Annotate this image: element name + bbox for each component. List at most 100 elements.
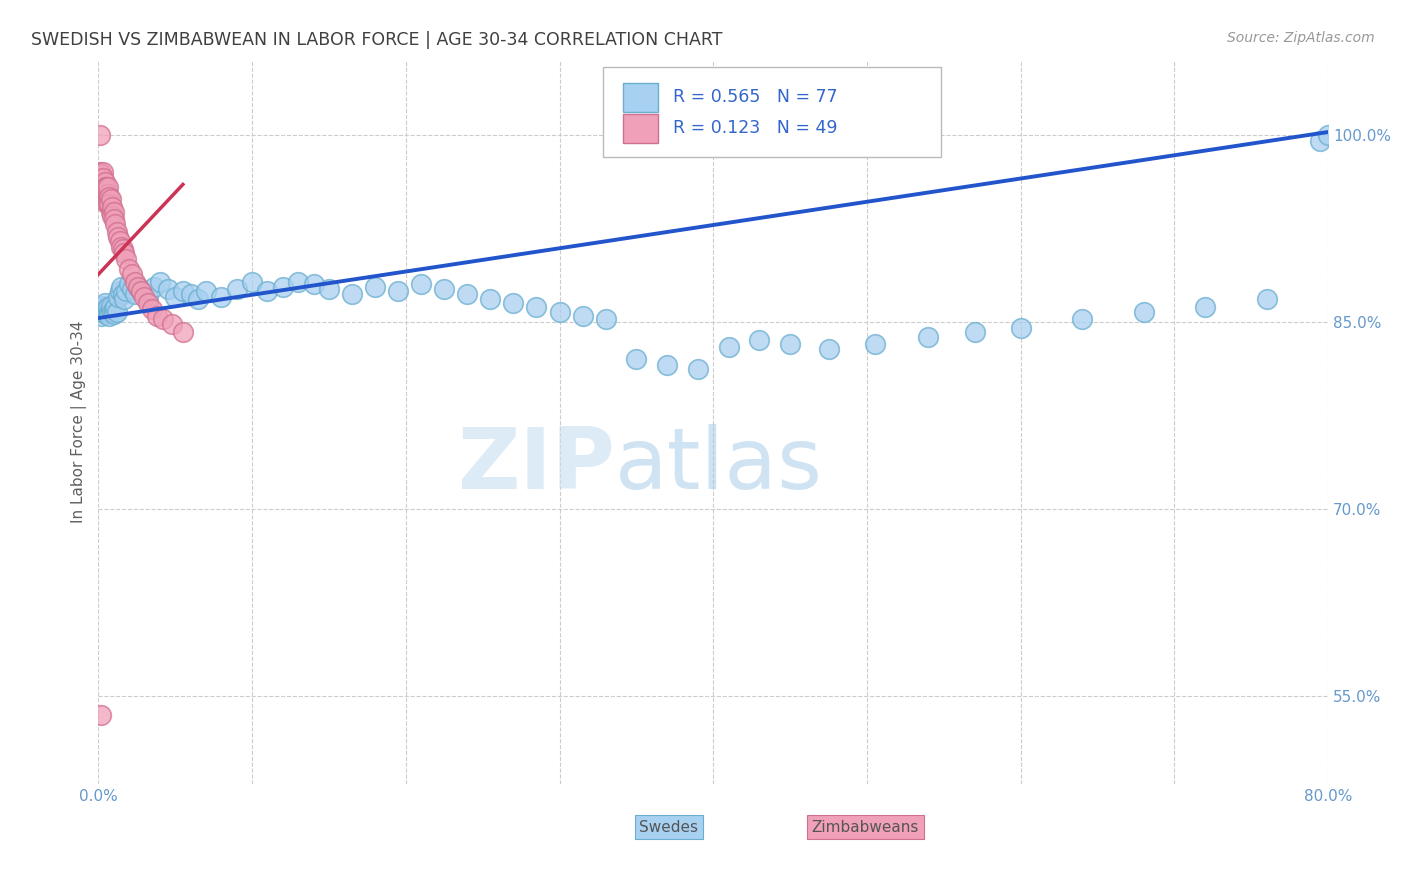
Point <box>118 262 141 277</box>
Point <box>271 280 294 294</box>
Point <box>152 312 174 326</box>
Point <box>90 708 112 723</box>
Point <box>97 300 120 314</box>
Point <box>94 187 117 202</box>
Point <box>101 200 124 214</box>
Point <box>91 171 114 186</box>
Point <box>89 165 111 179</box>
Point <box>90 300 112 314</box>
Point <box>93 306 115 320</box>
Point <box>479 293 502 307</box>
Point <box>110 240 132 254</box>
Point <box>136 296 159 310</box>
Point <box>626 352 648 367</box>
Text: R = 0.565   N = 77: R = 0.565 N = 77 <box>672 88 838 106</box>
Point <box>136 290 159 304</box>
Bar <box>623 84 658 112</box>
Point <box>115 252 138 267</box>
Point <box>209 290 232 304</box>
Text: atlas: atlas <box>614 424 823 507</box>
Point <box>1132 305 1154 319</box>
Point <box>91 184 114 198</box>
Point <box>502 296 524 310</box>
Point <box>101 209 124 223</box>
Point <box>105 225 128 239</box>
Text: ZIP: ZIP <box>457 424 614 507</box>
Point <box>686 362 709 376</box>
Point <box>108 284 131 298</box>
Point <box>101 305 124 319</box>
Y-axis label: In Labor Force | Age 30-34: In Labor Force | Age 30-34 <box>72 320 87 523</box>
Point <box>110 280 132 294</box>
Point <box>1256 293 1278 307</box>
Point <box>98 306 121 320</box>
Point <box>107 290 129 304</box>
Point <box>100 205 122 219</box>
Point <box>97 187 120 202</box>
Point <box>114 293 136 307</box>
Point <box>98 197 121 211</box>
Point <box>127 280 149 294</box>
Point <box>779 337 801 351</box>
Point <box>90 171 112 186</box>
Point <box>364 280 387 294</box>
Text: Swedes: Swedes <box>640 820 699 835</box>
Point <box>172 284 194 298</box>
Point <box>93 175 115 189</box>
Point <box>94 196 117 211</box>
Point <box>172 325 194 339</box>
Point <box>94 180 117 194</box>
Text: Zimbabweans: Zimbabweans <box>811 820 920 835</box>
Point <box>748 334 770 348</box>
Point <box>548 305 571 319</box>
Point <box>91 305 114 319</box>
Point <box>89 302 111 317</box>
Point <box>104 218 127 232</box>
Point <box>134 290 156 304</box>
Point <box>118 277 141 292</box>
Point <box>433 282 456 296</box>
Point <box>94 307 117 321</box>
Point <box>97 305 120 319</box>
Point <box>318 282 340 296</box>
Point <box>111 287 134 301</box>
Point <box>91 165 114 179</box>
Point <box>142 280 165 294</box>
Point <box>103 307 125 321</box>
Point <box>100 302 122 317</box>
Point <box>287 275 309 289</box>
FancyBboxPatch shape <box>603 67 941 157</box>
Point <box>89 128 111 142</box>
Point <box>121 268 143 282</box>
Point <box>98 190 121 204</box>
Point <box>240 275 263 289</box>
Point <box>98 309 121 323</box>
Point <box>156 282 179 296</box>
Point <box>89 178 111 192</box>
Point <box>1071 312 1094 326</box>
Point <box>456 287 478 301</box>
Point <box>1194 300 1216 314</box>
Point <box>571 309 593 323</box>
Point <box>104 300 127 314</box>
Point <box>93 184 115 198</box>
Point <box>180 287 202 301</box>
Point <box>114 246 136 260</box>
Point <box>124 275 146 289</box>
Point <box>115 284 138 298</box>
Point <box>302 277 325 292</box>
Point <box>1317 128 1340 142</box>
Point <box>97 196 120 211</box>
Point <box>90 309 112 323</box>
Point <box>131 284 153 298</box>
Point <box>145 309 167 323</box>
Point <box>149 275 172 289</box>
Point <box>187 293 209 307</box>
Point <box>160 318 183 332</box>
Point <box>141 302 163 317</box>
Point <box>387 284 409 298</box>
Point <box>105 305 128 319</box>
Point <box>340 287 363 301</box>
Point <box>717 340 740 354</box>
Point <box>225 282 247 296</box>
